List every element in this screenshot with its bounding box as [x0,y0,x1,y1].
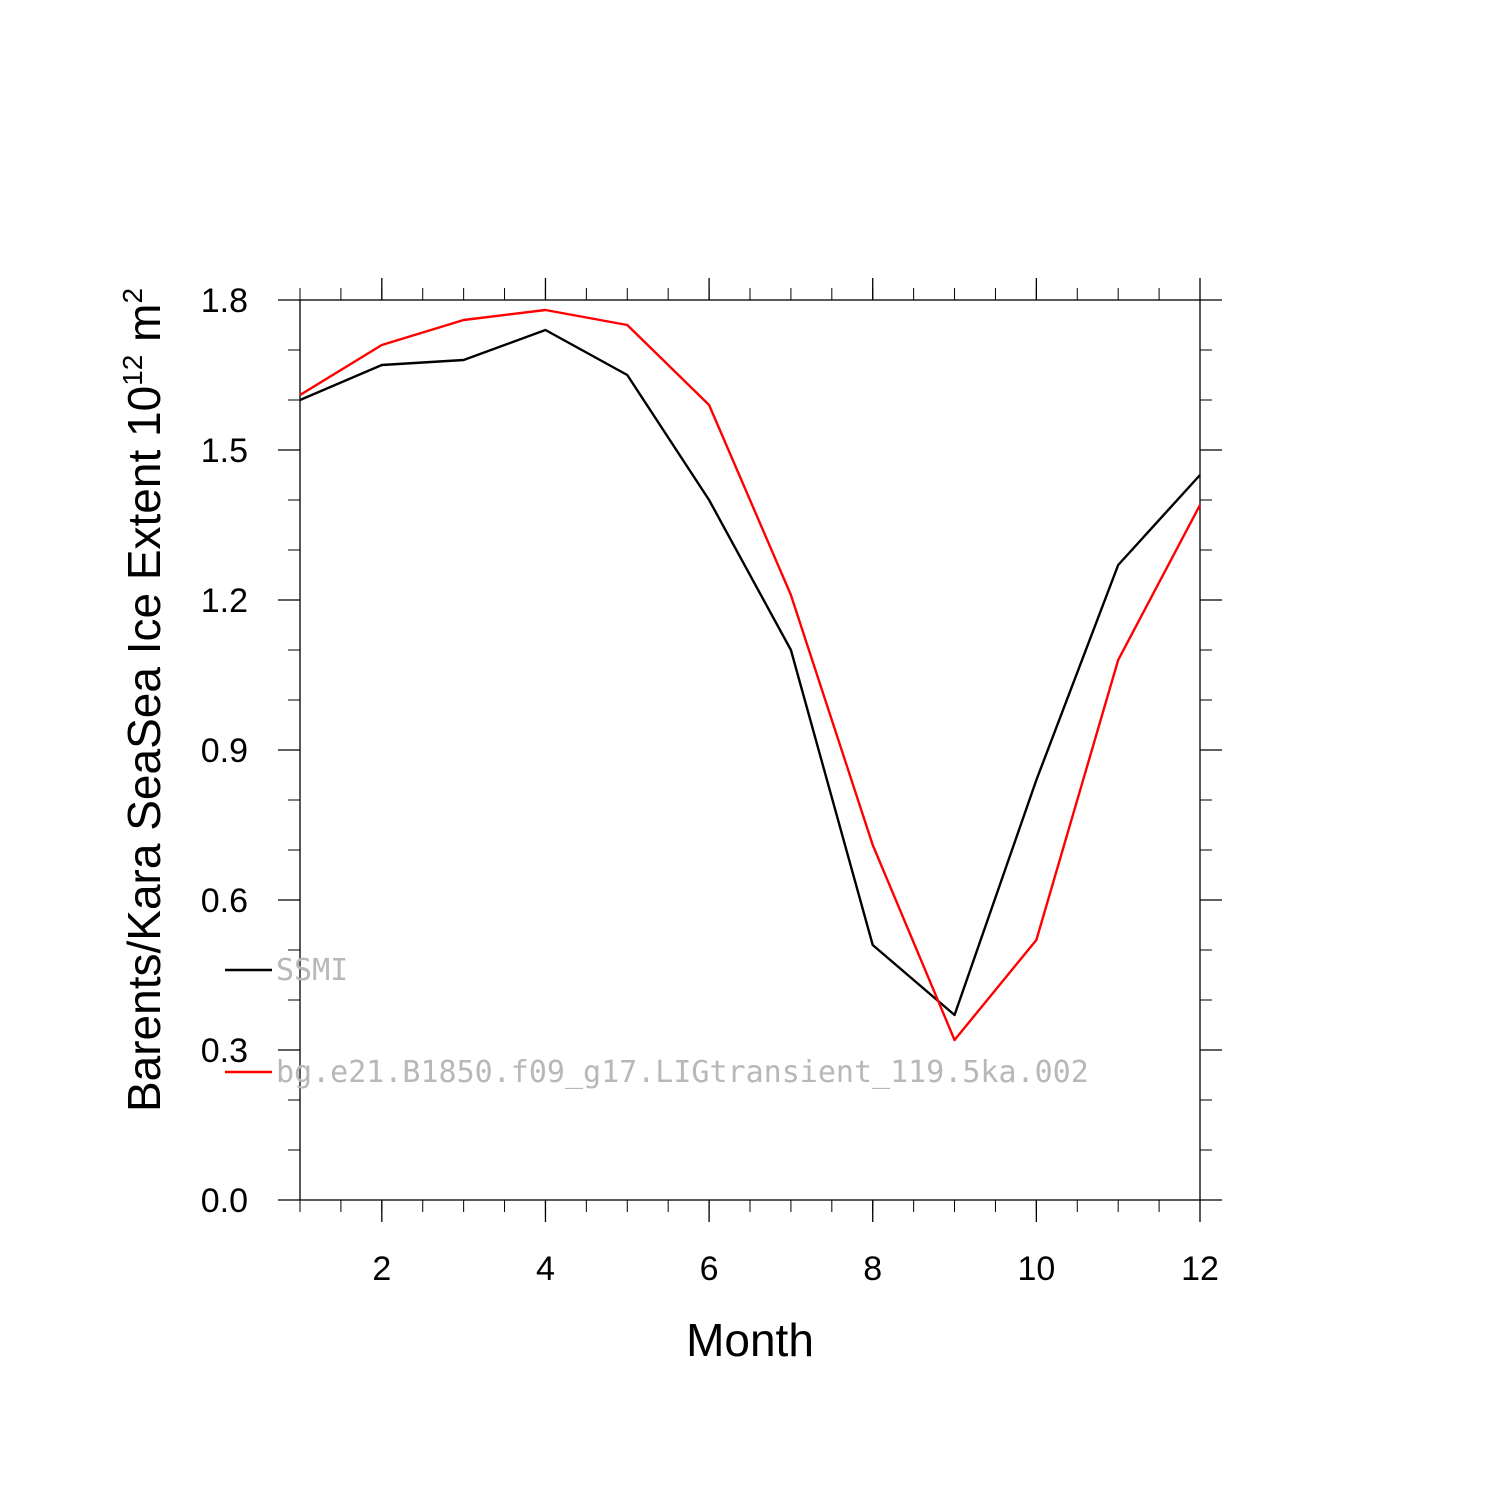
y-tick-label: 0.3 [201,1032,248,1070]
legend: SSMI bg.e21.B1850.f09_g17.LIGtransient_11… [225,953,1089,1090]
x-tick-label: 10 [1017,1250,1055,1288]
series-line-1 [299,308,1202,1042]
x-tick-label: 2 [372,1250,391,1288]
x-tick-label: 8 [863,1250,882,1288]
series-line-0 [299,328,1201,1017]
legend-label-0: SSMI [276,953,348,988]
y-tick-label: 1.5 [201,432,248,470]
legend-label-1: bg.e21.B1850.f09_g17.LIGtransient_119.5k… [276,1055,1089,1090]
y-axis-title: Barents/Kara SeaSea Ice Extent 1012 m2 [117,288,170,1112]
y-tick-label: 0.9 [201,732,248,770]
x-axis-title: Month [686,1314,814,1366]
y-axis-title-main: Barents/Kara SeaSea Ice Extent 10 [118,386,170,1112]
x-tick-label: 6 [700,1250,719,1288]
y-tick-label: 0.6 [201,882,248,920]
y-tick-label: 1.8 [201,282,248,320]
y-axis-title-exponent: 12 [117,355,148,386]
x-tick-labels: 2 4 6 8 10 12 [372,1250,1219,1288]
y-tick-label: 0.0 [201,1182,248,1220]
x-tick-label: 12 [1181,1250,1219,1288]
series-layer [299,308,1202,1042]
y-tick-labels: 0.0 0.3 0.6 0.9 1.2 1.5 1.8 [201,282,248,1220]
y-tick-label: 1.2 [201,582,248,620]
major-ticks [278,278,1222,1222]
y-axis-title-unit: m [118,304,170,355]
y-axis-title-unit-exponent: 2 [117,288,148,304]
plot-frame [299,299,1201,1201]
x-tick-label: 4 [536,1250,555,1288]
